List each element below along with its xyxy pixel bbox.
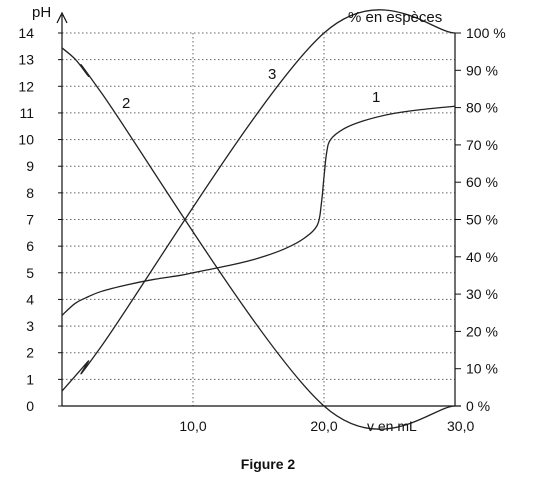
- left-tick-label: 3: [26, 318, 34, 334]
- left-tick-label: 12: [18, 78, 34, 94]
- right-tick-label: 0 %: [466, 398, 490, 414]
- right-tick-label: 80 %: [466, 100, 498, 116]
- figure-caption: Figure 2: [241, 456, 296, 472]
- right-tick-label: 90 %: [466, 62, 498, 78]
- left-tick-label: 4: [26, 291, 34, 307]
- curve-1: [61, 105, 456, 316]
- x-tick-label: 20,0: [310, 418, 337, 434]
- left-tick-label: 14: [18, 25, 34, 41]
- left-tick-label: 0: [26, 398, 34, 414]
- x-axis-title: v en mL: [367, 418, 417, 434]
- curve-label-3: 3: [268, 66, 276, 83]
- curve-2: [61, 47, 456, 430]
- left-tick-label: 5: [26, 265, 34, 281]
- x-tick-label: 10,0: [179, 418, 206, 434]
- right-tick-label: 10 %: [466, 361, 498, 377]
- right-tick-label: 70 %: [466, 137, 498, 153]
- curve-3: [61, 9, 456, 392]
- left-tick-label: 13: [18, 52, 34, 68]
- left-tick-label: 7: [26, 212, 34, 228]
- left-tick-label: 8: [26, 185, 34, 201]
- left-tick-label: 6: [26, 238, 34, 254]
- right-tick-label: 60 %: [466, 174, 498, 190]
- grid: [62, 32, 456, 406]
- right-tick-label: 20 %: [466, 323, 498, 339]
- left-tick-label: 2: [26, 345, 34, 361]
- right-axis-title: % en espèces: [348, 9, 442, 26]
- right-tick-label: 100 %: [466, 25, 506, 41]
- right-tick-label: 30 %: [466, 286, 498, 302]
- left-tick-label: 1: [26, 371, 34, 387]
- x-tick-label: 30,0: [447, 418, 474, 434]
- left-tick-label: 11: [19, 105, 34, 121]
- curve-label-2: 2: [122, 95, 130, 112]
- axes: [56, 11, 461, 407]
- curve-label-1: 1: [372, 89, 380, 106]
- left-tick-label: 9: [26, 158, 34, 174]
- left-tick-label: 10: [18, 132, 34, 148]
- left-axis-arrow: [56, 11, 68, 24]
- curves: [61, 9, 456, 430]
- left-axis-title: pH: [32, 4, 51, 21]
- right-tick-label: 50 %: [466, 212, 498, 228]
- right-tick-label: 40 %: [466, 249, 498, 265]
